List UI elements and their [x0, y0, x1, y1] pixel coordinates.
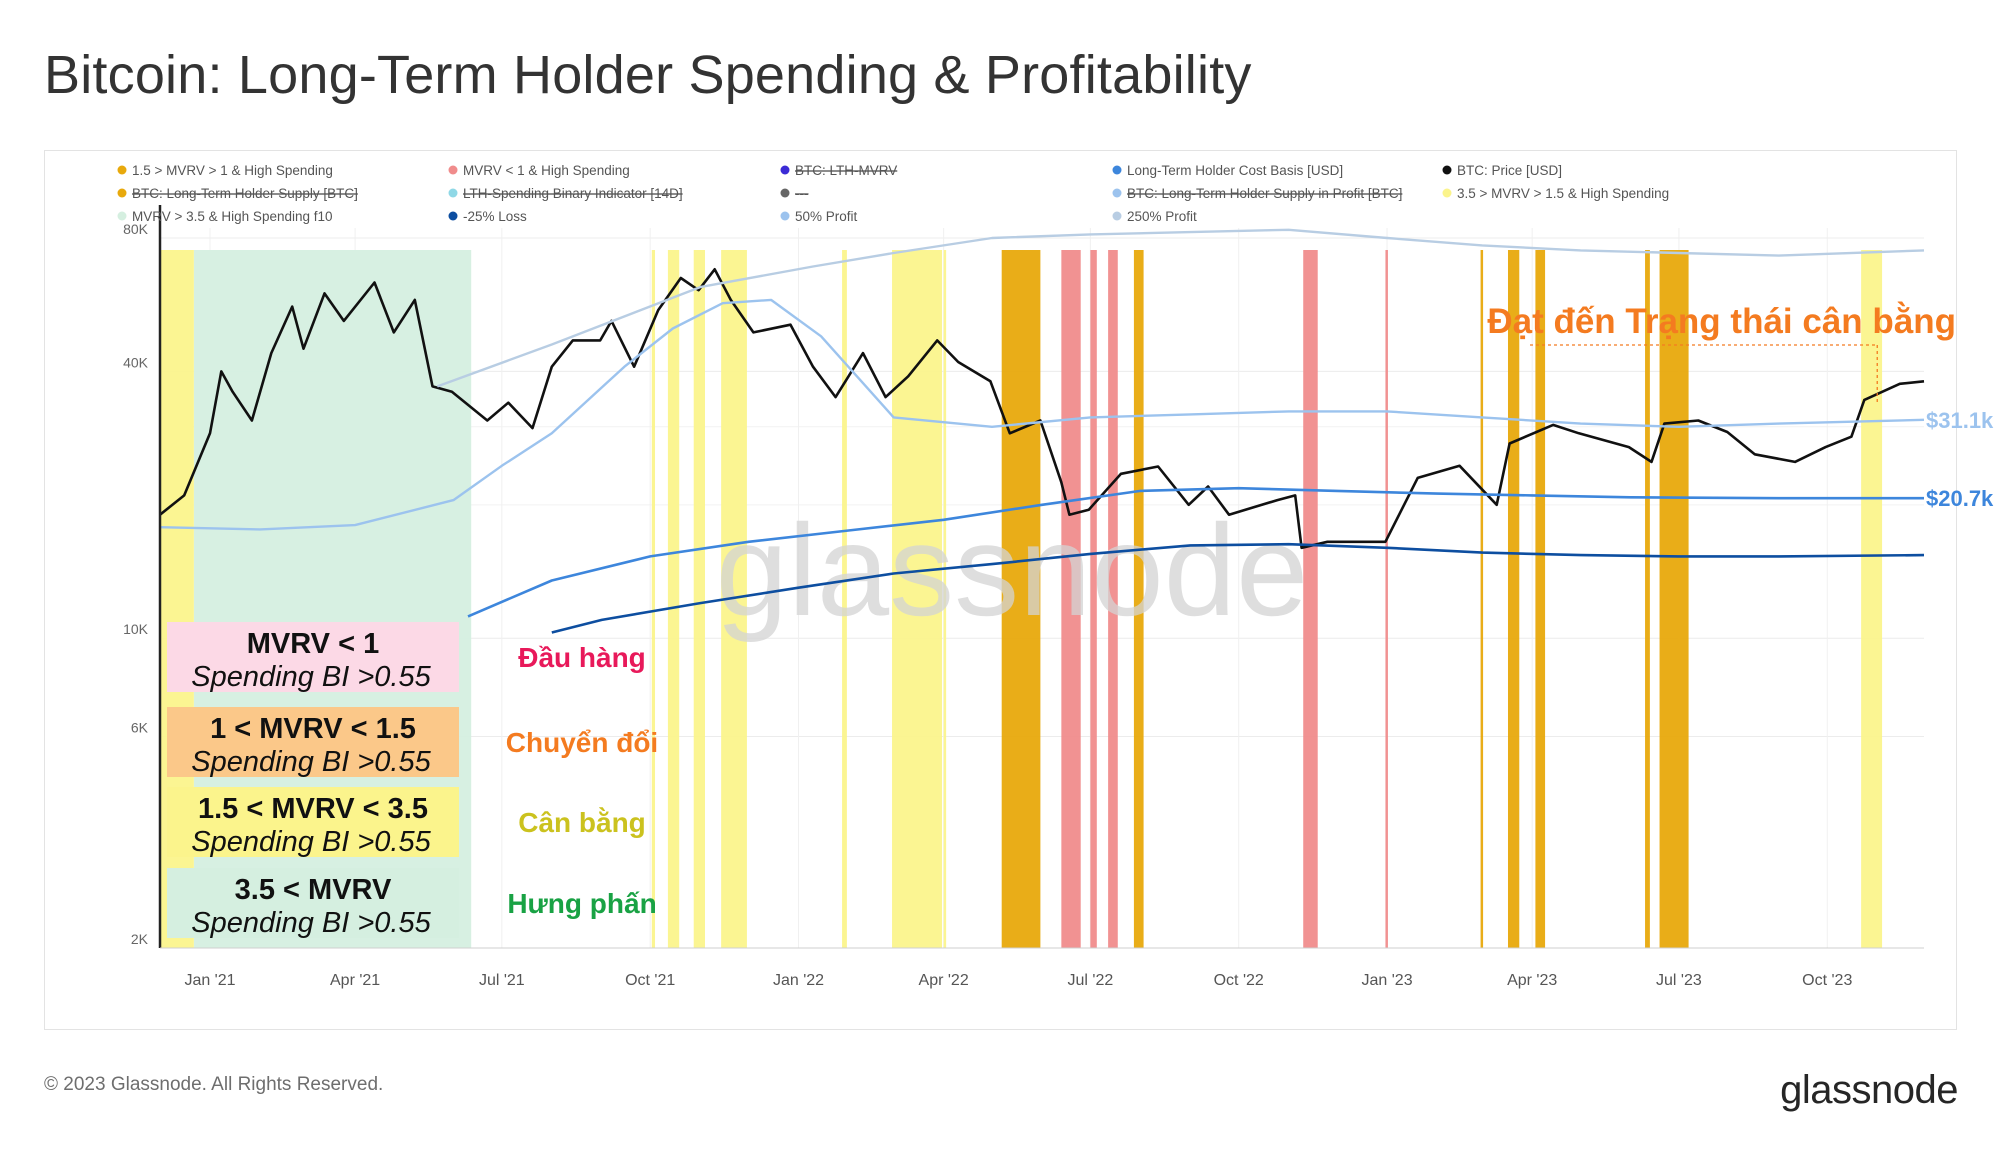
- page-title: Bitcoin: Long-Term Holder Spending & Pro…: [44, 45, 1252, 105]
- series-line: [551, 542, 1925, 634]
- category-threshold: Spending BI >0.55: [191, 826, 431, 858]
- x-tick-label: Jul '22: [1067, 972, 1113, 989]
- chart-frame: [44, 150, 1957, 1030]
- x-tick-label: Oct '23: [1802, 972, 1852, 989]
- legend-label: BTC: LTH-MVRV: [795, 163, 897, 178]
- value-label: $20.7k: [1926, 486, 1994, 511]
- x-tick-label: Jan '22: [773, 972, 824, 989]
- category-box: [167, 707, 459, 777]
- category-label: Cân bằng: [518, 807, 646, 838]
- legend-marker: [448, 165, 458, 175]
- annotations: Đạt đến Trạng thái cân bằng $31.1k $20.7k: [1487, 301, 1994, 511]
- legend-marker: [448, 211, 458, 221]
- category-condition: MVRV < 1: [247, 628, 379, 660]
- category-condition: 1 < MVRV < 1.5: [210, 713, 416, 745]
- category-threshold: Spending BI >0.55: [191, 746, 431, 778]
- spending-region-bar: [1061, 250, 1081, 948]
- spending-region-bar: [667, 250, 680, 948]
- legend-marker: [448, 188, 458, 198]
- x-tick-label: Apr '21: [330, 972, 380, 989]
- legend-marker: [1442, 165, 1452, 175]
- y-tick-label: 80K: [123, 221, 149, 237]
- legend-label: MVRV > 3.5 & High Spending f10: [132, 209, 333, 224]
- x-tick-label: Apr '22: [919, 972, 969, 989]
- spending-region-bar: [943, 250, 947, 948]
- legend-marker: [1112, 165, 1122, 175]
- spending-region-bar: [1385, 250, 1388, 948]
- copyright: © 2023 Glassnode. All Rights Reserved.: [44, 1074, 384, 1095]
- legend-marker: [1112, 211, 1122, 221]
- category-label: Chuyển đổi: [506, 727, 658, 758]
- y-tick-label: 6K: [131, 720, 149, 736]
- y-tick-label: 10K: [123, 621, 149, 637]
- spending-region-bar: [1535, 250, 1546, 948]
- legend-label: Long-Term Holder Cost Basis [USD]: [1127, 163, 1343, 178]
- legend-label: BTC: Long-Term Holder Supply in Profit […: [1127, 186, 1402, 201]
- spending-region-bar: [1001, 250, 1041, 948]
- series-line: [159, 267, 1925, 550]
- annotation-text: Đạt đến Trạng thái cân bằng: [1487, 301, 1956, 341]
- category-threshold: Spending BI >0.55: [191, 661, 431, 693]
- legend-label: 3.5 > MVRV > 1.5 & High Spending: [1457, 186, 1669, 201]
- x-tick-label: Oct '22: [1214, 972, 1264, 989]
- legend-label: MVRV < 1 & High Spending: [463, 163, 630, 178]
- category-box: [167, 622, 459, 692]
- series-line: [436, 228, 1925, 388]
- legend-label: ---: [795, 186, 809, 201]
- spending-region-bar: [1133, 250, 1144, 948]
- spending-region-bar: [842, 250, 847, 948]
- x-tick-label: Jan '23: [1362, 972, 1413, 989]
- category-box: [167, 787, 459, 857]
- legend-label: BTC: Price [USD]: [1457, 163, 1562, 178]
- axes: 2K 6K 10K 40K 80K Jan '21 Apr '21 Jul '21 Oct '2…: [123, 205, 1924, 989]
- spending-region-bar: [1861, 250, 1883, 948]
- legend-marker: [117, 165, 127, 175]
- series-lines: [159, 228, 1925, 634]
- legend-label: LTH-Spending Binary Indicator [14D]: [463, 186, 683, 201]
- legend-label: 1.5 > MVRV > 1 & High Spending: [132, 163, 333, 178]
- category-label: Hưng phấn: [507, 888, 656, 919]
- y-tick-label: 40K: [123, 354, 149, 370]
- spending-region-bar: [1480, 250, 1484, 948]
- x-tick-label: Jul '23: [1656, 972, 1702, 989]
- legend-marker: [780, 211, 790, 221]
- series-line: [467, 486, 1924, 618]
- x-tick-label: Jan '21: [184, 972, 235, 989]
- spending-region-bar: [1303, 250, 1318, 948]
- legend-marker: [1112, 188, 1122, 198]
- category-label: Đầu hàng: [518, 642, 646, 673]
- x-tick-label: Jul '21: [479, 972, 525, 989]
- category-threshold: Spending BI >0.55: [191, 907, 431, 939]
- legend-label: 50% Profit: [795, 209, 858, 224]
- legend-label: BTC: Long-Term Holder Supply [BTC]: [132, 186, 358, 201]
- brand-logo[interactable]: glassnode: [1780, 1068, 1958, 1112]
- spending-region-bar: [1090, 250, 1097, 948]
- spending-region-bar: [1659, 250, 1689, 948]
- legend-label: 250% Profit: [1127, 209, 1197, 224]
- y-tick-label: 2K: [131, 931, 149, 947]
- legend-marker: [117, 211, 127, 221]
- legend-marker: [1442, 188, 1452, 198]
- legend: 1.5 > MVRV > 1 & High Spending MVRV < 1 &…: [117, 163, 1669, 224]
- legend-marker: [117, 188, 127, 198]
- watermark: glassnode: [716, 497, 1309, 643]
- x-tick-label: Oct '21: [625, 972, 675, 989]
- value-label: $31.1k: [1926, 408, 1994, 433]
- category-condition: 1.5 < MVRV < 3.5: [198, 793, 428, 825]
- x-tick-label: Apr '23: [1507, 972, 1557, 989]
- spending-region-bar: [651, 250, 656, 948]
- category-box: [167, 868, 459, 938]
- spending-region-bar: [1645, 250, 1650, 948]
- spending-region-bar: [1108, 250, 1118, 948]
- legend-marker: [780, 165, 790, 175]
- legend-marker: [780, 188, 790, 198]
- spending-region-bar: [693, 250, 706, 948]
- series-line: [159, 298, 1925, 531]
- category-condition: 3.5 < MVRV: [235, 874, 392, 906]
- legend-label: -25% Loss: [463, 209, 527, 224]
- spending-region-bar: [1507, 250, 1520, 948]
